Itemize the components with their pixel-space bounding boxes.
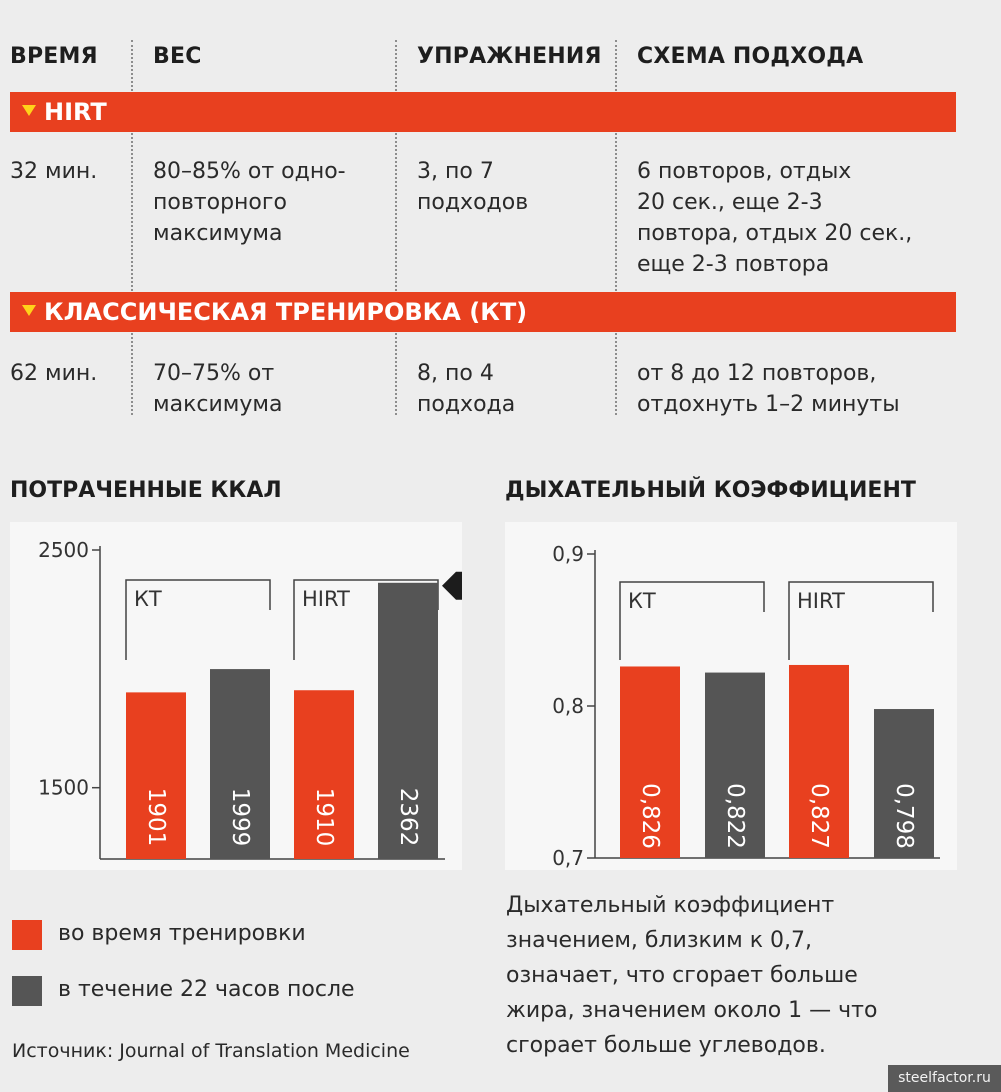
group-label: КТ <box>628 589 656 613</box>
bar <box>126 692 186 859</box>
group-bracket <box>619 581 765 660</box>
bar-value-label: 2362 <box>395 788 421 847</box>
hirt-weight: 80–85% от одно- повторного максимума <box>153 159 346 246</box>
header-time: ВРЕМЯ <box>10 44 98 69</box>
triangle-marker-icon <box>22 105 36 116</box>
section-label: КЛАССИЧЕСКАЯ ТРЕНИРОВКА (КТ) <box>22 298 527 326</box>
bar <box>874 709 934 858</box>
watermark: steelfactor.ru <box>888 1065 1001 1092</box>
group-label: HIRT <box>797 589 845 613</box>
section-title-hirt: HIRT <box>44 98 107 126</box>
hirt-exercises: 3, по 7 подходов <box>417 159 529 215</box>
classic-weight: 70–75% от максимума <box>153 361 283 417</box>
group-label: HIRT <box>302 587 350 611</box>
bar-value-label: 0,822 <box>722 783 748 849</box>
legend-label-after: в течение 22 часов после <box>58 977 355 1002</box>
rq-chart: 0,7 0,8 0,9 КТ 0,826 0,822 HIRT 0,827 0,798 <box>552 542 940 870</box>
bar <box>210 669 270 859</box>
classic-time: 62 мин. <box>10 361 98 386</box>
hirt-time: 32 мин. <box>10 159 98 184</box>
y-tick-label: 2500 <box>38 538 89 562</box>
column-divider <box>395 40 397 415</box>
legend-swatch-after <box>12 976 42 1006</box>
bar <box>789 664 849 858</box>
rq-explanation: Дыхательный коэффициент значением, близк… <box>506 893 878 1058</box>
y-tick-label: 0,9 <box>552 542 584 566</box>
bar-value-label: 0,827 <box>806 783 832 849</box>
classic-scheme: от 8 до 12 повторов, отдохнуть 1–2 минут… <box>637 361 900 417</box>
header-exercises: УПРАЖНЕНИЯ <box>417 44 602 69</box>
y-tick-label: 0,7 <box>552 846 584 870</box>
header-scheme: СХЕМА ПОДХОДА <box>637 44 864 69</box>
bar <box>378 582 438 859</box>
triangle-marker-icon <box>22 305 36 316</box>
chart-panel-rq: 0,7 0,8 0,9 КТ 0,826 0,822 HIRT 0,827 0,798 <box>505 522 957 870</box>
column-divider <box>615 40 617 415</box>
y-tick-label: 1500 <box>38 776 89 800</box>
section-label: HIRT <box>22 98 107 126</box>
bar-value-label: 1999 <box>227 788 253 847</box>
section-title-classic: КЛАССИЧЕСКАЯ ТРЕНИРОВКА (КТ) <box>44 298 528 326</box>
section-band-hirt: HIRT <box>10 92 956 132</box>
group-bracket <box>125 579 271 660</box>
legend-swatch-during <box>12 920 42 950</box>
column-divider <box>131 40 133 415</box>
hirt-scheme: 6 повторов, отдых 20 сек., еще 2-3 повто… <box>637 159 913 277</box>
section-band-classic: КЛАССИЧЕСКАЯ ТРЕНИРОВКА (КТ) <box>10 292 956 332</box>
bar-value-label: 0,798 <box>891 783 917 849</box>
bar-value-label: 1901 <box>143 788 169 847</box>
annotation-callout <box>442 571 526 600</box>
source-credit: Источник: Journal of Translation Medicin… <box>12 1040 410 1062</box>
group-bracket <box>788 581 934 660</box>
chart-title-rq: ДЫХАТЕЛЬНЫЙ КОЭФФИЦИЕНТ <box>505 478 916 503</box>
group-label: КТ <box>134 587 162 611</box>
bar <box>705 672 765 858</box>
classic-exercises: 8, по 4 подхода <box>417 361 516 417</box>
chart-title-kcal: ПОТРАЧЕННЫЕ ККАЛ <box>10 478 282 503</box>
header-weight: ВЕС <box>153 44 202 69</box>
bar-value-label: 1910 <box>311 788 337 847</box>
y-tick-label: 0,8 <box>552 694 584 718</box>
bar-value-label: 0,826 <box>637 783 663 849</box>
legend-label-during: во время тренировки <box>58 921 306 946</box>
bar <box>620 666 680 858</box>
bar <box>294 690 354 859</box>
